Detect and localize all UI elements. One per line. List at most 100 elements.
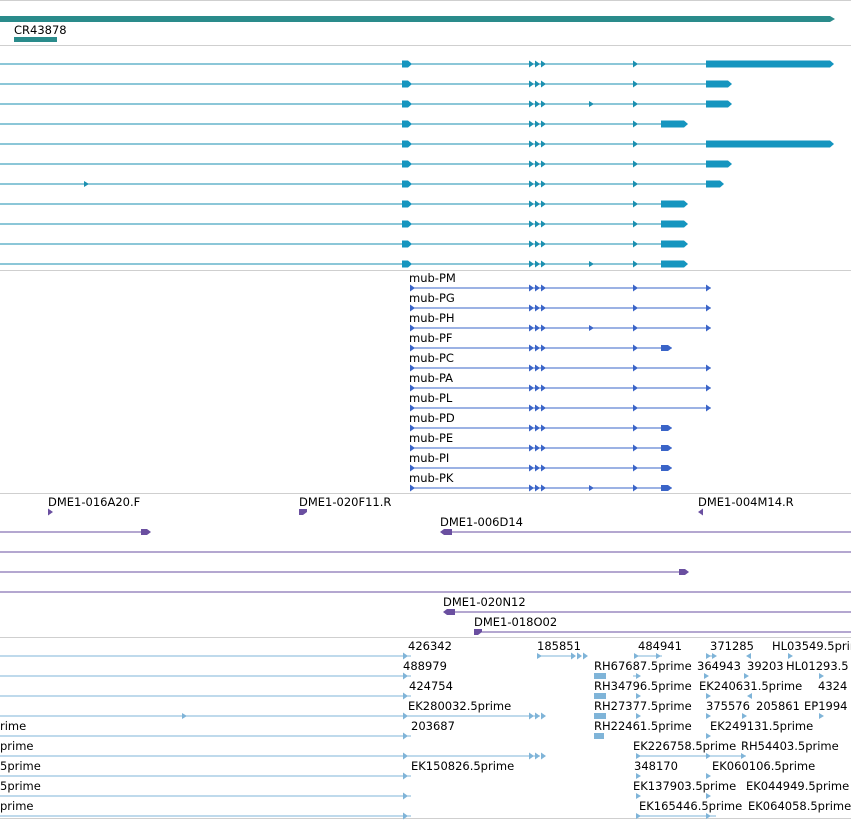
protein-label[interactable]: mub-PI (409, 451, 450, 465)
est-label[interactable]: RH22461.5prime (594, 719, 692, 733)
clone-label[interactable]: DME1-016A20.F (48, 495, 141, 509)
est-label[interactable]: 205861 (756, 699, 800, 713)
strand-arrow (529, 100, 534, 108)
strand-arrow (633, 80, 638, 88)
est-label[interactable]: 484941 (638, 639, 682, 653)
protein-label[interactable]: mub-PL (409, 391, 453, 405)
est-label[interactable]: EK226758.5prime (633, 739, 737, 753)
strand-arrow (529, 260, 534, 268)
est-label[interactable]: HL01293.5 (786, 659, 849, 673)
strand-arrow (535, 160, 540, 168)
protein-label[interactable]: mub-PM (409, 271, 456, 285)
est-label[interactable]: 375576 (706, 699, 750, 713)
est-label[interactable]: RH54403.5prime (741, 739, 839, 753)
est-label[interactable]: EK150826.5prime (411, 759, 515, 773)
protein-label[interactable]: mub-PH (409, 311, 455, 325)
est-label[interactable]: HL03549.5prime (772, 639, 851, 653)
est-label[interactable]: 424754 (409, 679, 453, 693)
exon-block (661, 485, 672, 491)
est-label[interactable]: EK280032.5prime (408, 699, 512, 713)
strand-arrow (410, 284, 415, 292)
strand-arrow (541, 160, 546, 168)
protein-label[interactable]: mub-PG (409, 291, 455, 305)
protein-label[interactable]: mub-PD (409, 411, 455, 425)
strand-arrow (541, 284, 546, 292)
strand-arrow (706, 713, 711, 719)
strand-arrow (410, 324, 415, 332)
strand-arrow (706, 773, 711, 779)
est-label[interactable]: rime (0, 719, 27, 733)
est-label[interactable]: EK064058.5prime (748, 799, 851, 813)
est-label[interactable]: EK249131.5prime (710, 719, 814, 733)
est-label[interactable]: 5prime (0, 779, 41, 793)
est-label[interactable]: 4324 (818, 679, 848, 693)
strand-arrow (541, 444, 546, 452)
est-label[interactable]: EP1994 (804, 699, 848, 713)
exon-block (402, 260, 412, 268)
est-label[interactable]: 39203 (747, 659, 784, 673)
strand-arrow (529, 424, 534, 432)
protein-label[interactable]: mub-PA (409, 371, 454, 385)
clone-label[interactable]: DME1-018O02 (474, 615, 558, 629)
gene-label[interactable]: CR43878 (14, 23, 67, 37)
strand-arrow (535, 80, 540, 88)
exon-block (402, 120, 412, 128)
est-label[interactable]: 185851 (537, 639, 581, 653)
protein-label[interactable]: mub-PC (409, 351, 454, 365)
est-label[interactable]: 426342 (408, 639, 452, 653)
strand-arrow (541, 100, 546, 108)
strand-arrow (529, 364, 534, 372)
track-divider (0, 270, 851, 271)
strand-arrow (535, 240, 540, 248)
exon-block (402, 200, 412, 208)
clone-label[interactable]: DME1-020F11.R (299, 495, 392, 509)
exon-block (402, 60, 412, 68)
protein-label[interactable]: mub-PK (409, 471, 454, 485)
est-label[interactable]: EK137903.5prime (633, 779, 737, 793)
clone-label[interactable]: DME1-006D14 (440, 515, 523, 529)
strand-arrow (589, 485, 594, 491)
est-label[interactable]: 203687 (411, 719, 455, 733)
clone-label[interactable]: DME1-004M14.R (698, 495, 794, 509)
strand-arrow (633, 120, 638, 128)
strand-arrow (541, 344, 546, 352)
track-divider (0, 637, 851, 638)
protein-label[interactable]: mub-PE (409, 431, 454, 445)
est-label[interactable]: RH34796.5prime (594, 679, 692, 693)
est-label[interactable]: 5prime (0, 759, 41, 773)
est-label[interactable]: 488979 (403, 659, 447, 673)
est-label[interactable]: EK060106.5prime (712, 759, 816, 773)
est-label[interactable]: EK165446.5prime (639, 799, 743, 813)
strand-arrow (403, 752, 408, 760)
exon-block (402, 160, 412, 168)
exon-block (706, 180, 724, 188)
est-label[interactable]: EK044949.5prime (746, 779, 850, 793)
est-label[interactable]: prime (0, 799, 34, 813)
strand-arrow (541, 384, 546, 392)
est-label[interactable]: 364943 (697, 659, 741, 673)
strand-arrow (633, 344, 638, 352)
clone-label[interactable]: DME1-020N12 (443, 595, 526, 609)
strand-arrow (633, 404, 638, 412)
strand-arrow (541, 140, 546, 148)
est-label[interactable]: RH27377.5prime (594, 699, 692, 713)
strand-arrow (529, 712, 534, 720)
strand-arrow (636, 773, 641, 779)
est-label[interactable]: prime (0, 739, 34, 753)
protein-label[interactable]: mub-PF (409, 331, 453, 345)
est-label[interactable]: RH67687.5prime (594, 659, 692, 673)
strand-arrow (403, 712, 408, 720)
strand-arrow (741, 753, 746, 759)
exon-block (402, 180, 412, 188)
strand-arrow (706, 364, 711, 372)
est-label[interactable]: 348170 (634, 759, 678, 773)
strand-arrow (541, 464, 546, 472)
strand-arrow (633, 60, 638, 68)
est-label[interactable]: 371285 (710, 639, 754, 653)
strand-arrow (535, 344, 540, 352)
strand-arrow (636, 813, 641, 819)
strand-arrow (403, 772, 408, 780)
strand-arrow (633, 464, 638, 472)
est-label[interactable]: EK240631.5prime (699, 679, 803, 693)
